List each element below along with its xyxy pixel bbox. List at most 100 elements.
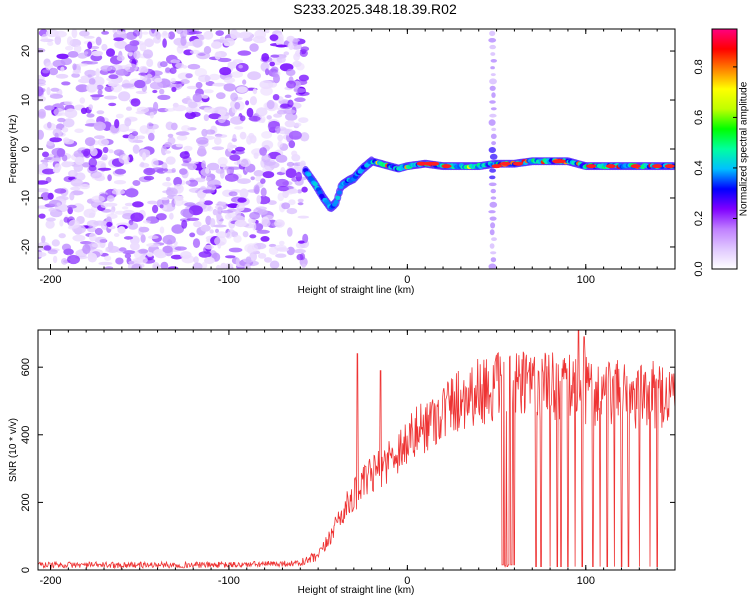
noise-blob <box>215 265 221 269</box>
noise-blob <box>162 182 172 187</box>
noise-blob <box>180 79 190 85</box>
noise-blob <box>38 129 44 140</box>
noise-blob <box>214 136 222 145</box>
noise-blob <box>124 63 138 73</box>
noise-blob <box>276 247 290 252</box>
noise-blob <box>38 86 44 97</box>
noise-blob <box>131 263 143 269</box>
noise-blob <box>281 202 291 210</box>
noise-blob <box>212 82 226 87</box>
x-tick-label: 0 <box>404 274 410 286</box>
noise-blob <box>51 157 62 162</box>
noise-blob <box>230 61 238 69</box>
noise-blob <box>118 154 130 164</box>
noise-blob <box>42 69 50 74</box>
noise-blob <box>113 180 127 185</box>
noise-blob <box>104 95 118 100</box>
noise-blob <box>107 83 120 87</box>
signal-track <box>302 30 675 269</box>
track-peak <box>500 161 511 166</box>
artifact-blob <box>488 263 497 269</box>
noise-blob <box>291 150 298 157</box>
artifact-blob <box>489 44 497 50</box>
noise-blob <box>242 79 247 85</box>
noise-blob <box>83 51 89 55</box>
noise-blob <box>38 180 49 185</box>
noise-blob <box>214 236 227 247</box>
noise-blob <box>239 158 251 168</box>
noise-blob <box>67 254 80 265</box>
noise-blob <box>212 208 218 216</box>
noise-blob <box>113 233 120 237</box>
noise-blob <box>38 47 46 53</box>
noise-blob <box>228 166 241 170</box>
noise-blob <box>165 67 171 73</box>
noise-blob <box>273 73 280 84</box>
noise-blob <box>163 168 168 172</box>
noise-blob <box>146 58 154 68</box>
noise-blob <box>124 202 134 207</box>
noise-blob <box>157 94 171 100</box>
noise-blob <box>189 232 196 238</box>
noise-blob <box>104 255 112 261</box>
artifact-blob <box>488 210 496 214</box>
noise-blob <box>42 151 49 158</box>
spectrogram-y-label: Frequency (Hz) <box>8 115 19 184</box>
artifact-blob <box>488 147 496 153</box>
noise-blob <box>51 239 60 247</box>
noise-blob <box>73 163 84 172</box>
noise-blob <box>142 152 147 161</box>
noise-blob <box>190 111 201 118</box>
noise-blob <box>96 84 104 90</box>
noise-blob <box>121 83 135 88</box>
artifact-blob <box>488 119 496 126</box>
noise-blob <box>219 36 225 42</box>
colorbar-tick-label: 0.0 <box>693 261 705 276</box>
noise-blob <box>261 53 270 62</box>
noise-blob <box>93 220 107 226</box>
artifact-blob <box>489 216 497 221</box>
noise-blob <box>288 140 296 149</box>
noise-blob <box>54 163 62 172</box>
noise-blob <box>212 224 227 228</box>
noise-blob <box>159 204 164 209</box>
noise-blob <box>118 91 131 102</box>
noise-blob <box>140 234 146 243</box>
noise-blob <box>182 65 188 69</box>
noise-blob <box>249 234 257 239</box>
noise-blob <box>70 170 75 178</box>
noise-blob <box>60 66 65 72</box>
noise-blob <box>203 30 214 40</box>
noise-blob <box>149 81 164 90</box>
colorbar-ticks: 0.0 0.2 0.4 0.6 0.8 <box>693 59 737 277</box>
noise-blob <box>301 263 306 268</box>
noise-blob <box>41 34 48 43</box>
noise-blob <box>125 188 139 198</box>
noise-blob <box>122 250 136 255</box>
noise-blob <box>185 73 193 79</box>
noise-blob <box>124 43 138 53</box>
noise-blob <box>165 156 176 165</box>
noise-blob <box>121 206 129 210</box>
noise-blob <box>245 256 252 265</box>
noise-blob <box>248 115 261 122</box>
track-core <box>312 181 318 187</box>
noise-blob <box>275 178 289 188</box>
chart-title: S233.2025.348.18.39.R02 <box>293 1 457 17</box>
noise-blob <box>146 243 161 248</box>
track-peak <box>429 161 440 166</box>
noise-blob <box>140 161 145 167</box>
noise-blob <box>116 55 125 62</box>
noise-blob <box>159 226 165 234</box>
noise-blob <box>201 160 207 169</box>
noise-blob <box>62 137 70 143</box>
noise-blob <box>126 106 132 111</box>
noise-blob <box>237 197 247 203</box>
artifact-blob <box>491 141 496 146</box>
noise-blob <box>200 224 211 232</box>
snr-y-label: SNR (10 * v/v) <box>8 418 19 482</box>
noise-blob <box>217 201 227 205</box>
noise-blob <box>65 45 74 51</box>
noise-blob <box>193 256 199 264</box>
